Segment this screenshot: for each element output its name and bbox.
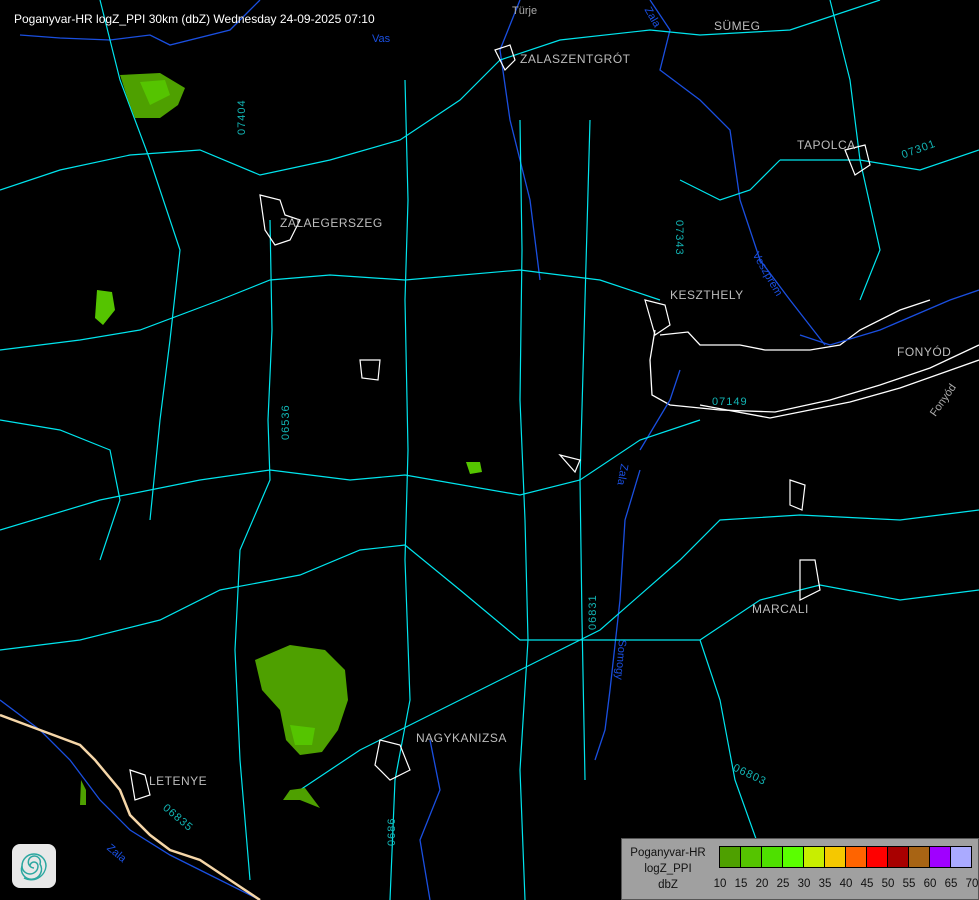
legend-swatch — [825, 847, 846, 867]
echo-cell — [255, 645, 348, 755]
legend-swatch — [930, 847, 951, 867]
echo-cell — [80, 780, 86, 805]
country-border — [0, 713, 261, 900]
road-number: 07404 — [236, 99, 248, 135]
legend-tick: 20 — [755, 878, 769, 890]
legend-unit: dbZ — [658, 879, 678, 891]
echo-cell — [95, 290, 115, 325]
river-label: Vas — [372, 33, 391, 45]
echo-cell — [140, 80, 170, 105]
legend-swatch — [846, 847, 867, 867]
legend-title: Poganyvar-HR logZ_PPI dbZ — [622, 845, 714, 893]
legend-tick: 15 — [734, 878, 748, 890]
legend-swatch — [762, 847, 783, 867]
echo-cell — [290, 725, 315, 745]
town-label: ZALASZENTGRÓT — [520, 52, 631, 66]
road-number: 06831 — [587, 594, 599, 630]
radar-echoes — [80, 73, 482, 808]
map-title: Poganyvar-HR logZ_PPI 30km (dbZ) Wednesd… — [14, 12, 375, 26]
legend-tick: 25 — [776, 878, 790, 890]
echo-cell — [283, 788, 320, 808]
legend-color-bar — [719, 846, 972, 868]
town-label: NAGYKANIZSA — [416, 731, 507, 745]
legend-swatch — [888, 847, 909, 867]
town-label: SÜMEG — [714, 19, 761, 33]
town-label: MARCALI — [752, 602, 809, 616]
town-label: TAPOLCA — [797, 138, 856, 152]
legend-radar: Poganyvar-HR — [630, 847, 706, 859]
swirl-icon — [20, 853, 47, 881]
town-label: KESZTHELY — [670, 288, 744, 302]
legend-tick: 10 — [713, 878, 727, 890]
lake-balaton — [649, 299, 979, 419]
legend-tick: 55 — [902, 878, 916, 890]
legend-tick: 30 — [797, 878, 811, 890]
road-number: 06536 — [280, 404, 292, 440]
legend-product: logZ_PPI — [644, 863, 692, 875]
legend-swatch — [867, 847, 888, 867]
town-label: ZALAEGERSZEG — [280, 216, 383, 230]
legend-swatch — [951, 847, 971, 867]
color-legend: Poganyvar-HR logZ_PPI dbZ 10 15 20 25 30 35 40… — [621, 838, 979, 900]
legend-swatch — [720, 847, 741, 867]
road-number: 07343 — [673, 220, 685, 256]
road-number: 0686 — [386, 817, 398, 846]
legend-tick: 40 — [839, 878, 853, 890]
river-label: Türje — [512, 5, 538, 17]
town-label: FONYÓD — [897, 345, 952, 359]
legend-tick: 35 — [818, 878, 832, 890]
legend-swatch — [804, 847, 825, 867]
legend-swatch — [741, 847, 762, 867]
app-logo — [12, 844, 56, 888]
echo-cell — [466, 462, 482, 474]
legend-tick: 65 — [944, 878, 958, 890]
town-label: LETENYE — [149, 774, 208, 788]
legend-tick: 45 — [860, 878, 874, 890]
road-number: 07149 — [712, 396, 748, 408]
legend-swatch — [909, 847, 930, 867]
settlements — [129, 44, 871, 801]
legend-tick: 70 — [965, 878, 979, 890]
legend-tick: 50 — [881, 878, 895, 890]
legend-swatch — [783, 847, 804, 867]
legend-tick: 60 — [923, 878, 937, 890]
